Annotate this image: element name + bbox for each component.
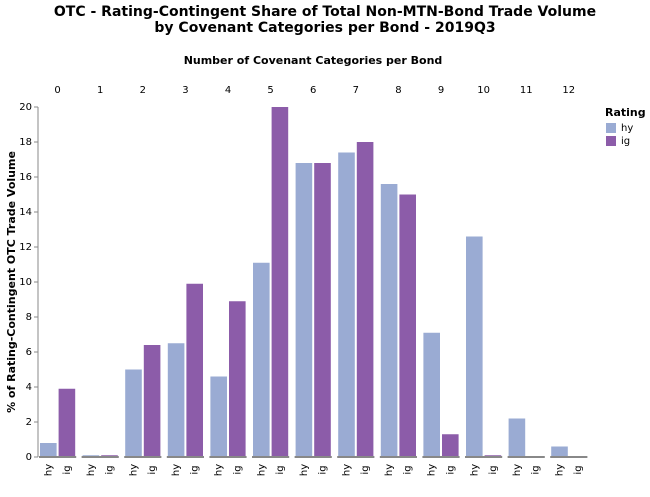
x-tick-label: ig [232,465,243,474]
facet-label: 8 [395,85,401,96]
x-tick-label: ig [62,465,73,474]
x-tick-label: hy [171,464,182,476]
bar [210,376,227,457]
x-tick-label: hy [427,464,438,476]
facet-label: 9 [438,85,444,96]
y-tick-label: 14 [19,207,32,218]
y-tick-label: 2 [26,417,32,428]
bar [423,332,440,457]
y-tick-label: 0 [26,452,32,463]
x-tick-label: ig [573,465,584,474]
bar [466,236,483,457]
y-tick-label: 18 [19,137,32,148]
bar [314,163,331,457]
facet-label: 5 [267,85,273,96]
bar [356,142,374,457]
facet-label: 4 [225,85,231,96]
bar [125,369,142,457]
x-tick-label: hy [342,464,353,476]
x-tick-label: ig [190,465,201,474]
legend-title: Rating [605,106,646,119]
x-tick-label: ig [147,465,158,474]
bar [229,301,246,457]
x-tick-label: ig [105,465,116,474]
x-tick-label: hy [469,464,480,476]
x-tick-label: hy [214,464,225,476]
y-tick-label: 16 [19,172,32,183]
x-tick-label: ig [531,465,542,474]
facet-label: 11 [520,85,533,96]
legend-label: ig [621,136,630,147]
bar [442,434,459,457]
y-axis-label: % of Rating-Contingent OTC Trade Volume [5,151,18,413]
bar [167,343,185,457]
x-tick-label: ig [360,465,371,474]
x-axis-label: Number of Covenant Categories per Bond [184,54,443,67]
bar [58,388,76,457]
facet-label: 6 [310,85,316,96]
bar [40,443,57,457]
x-tick-label: ig [275,465,286,474]
x-tick-label: ig [318,465,329,474]
x-tick-label: hy [299,464,310,476]
y-tick-label: 20 [19,102,32,113]
x-tick-label: hy [512,464,523,476]
bar [271,107,289,457]
legend-swatch [606,136,616,146]
x-tick-label: ig [445,465,456,474]
bar [380,184,398,457]
facet-label: 1 [97,85,103,96]
facet-label: 7 [353,85,359,96]
x-tick-label: hy [43,464,54,476]
y-tick-label: 4 [26,382,32,393]
chart-title: OTC - Rating-Contingent Share of Total N… [54,4,596,20]
chart-title: by Covenant Categories per Bond - 2019Q3 [154,20,495,36]
bar [551,446,568,457]
bar [399,194,416,457]
facet-label: 0 [54,85,60,96]
bar [253,262,270,457]
x-tick-label: ig [403,465,414,474]
x-tick-label: hy [256,464,267,476]
y-tick-label: 12 [19,242,32,253]
x-tick-label: hy [129,464,140,476]
bar [338,152,355,457]
facet-label: 12 [562,85,575,96]
legend-label: hy [621,123,633,134]
y-tick-label: 6 [26,347,32,358]
x-tick-label: hy [384,464,395,476]
bar [186,283,203,457]
facet-label: 10 [477,85,490,96]
x-tick-label: hy [86,464,97,476]
bar [143,345,161,457]
facet-label: 2 [140,85,146,96]
x-tick-label: hy [555,464,566,476]
y-tick-label: 10 [19,277,32,288]
legend-swatch [606,123,616,133]
facet-label: 3 [182,85,188,96]
bar [508,418,526,457]
y-tick-label: 8 [26,312,32,323]
x-tick-label: ig [488,465,499,474]
bar [295,163,313,457]
